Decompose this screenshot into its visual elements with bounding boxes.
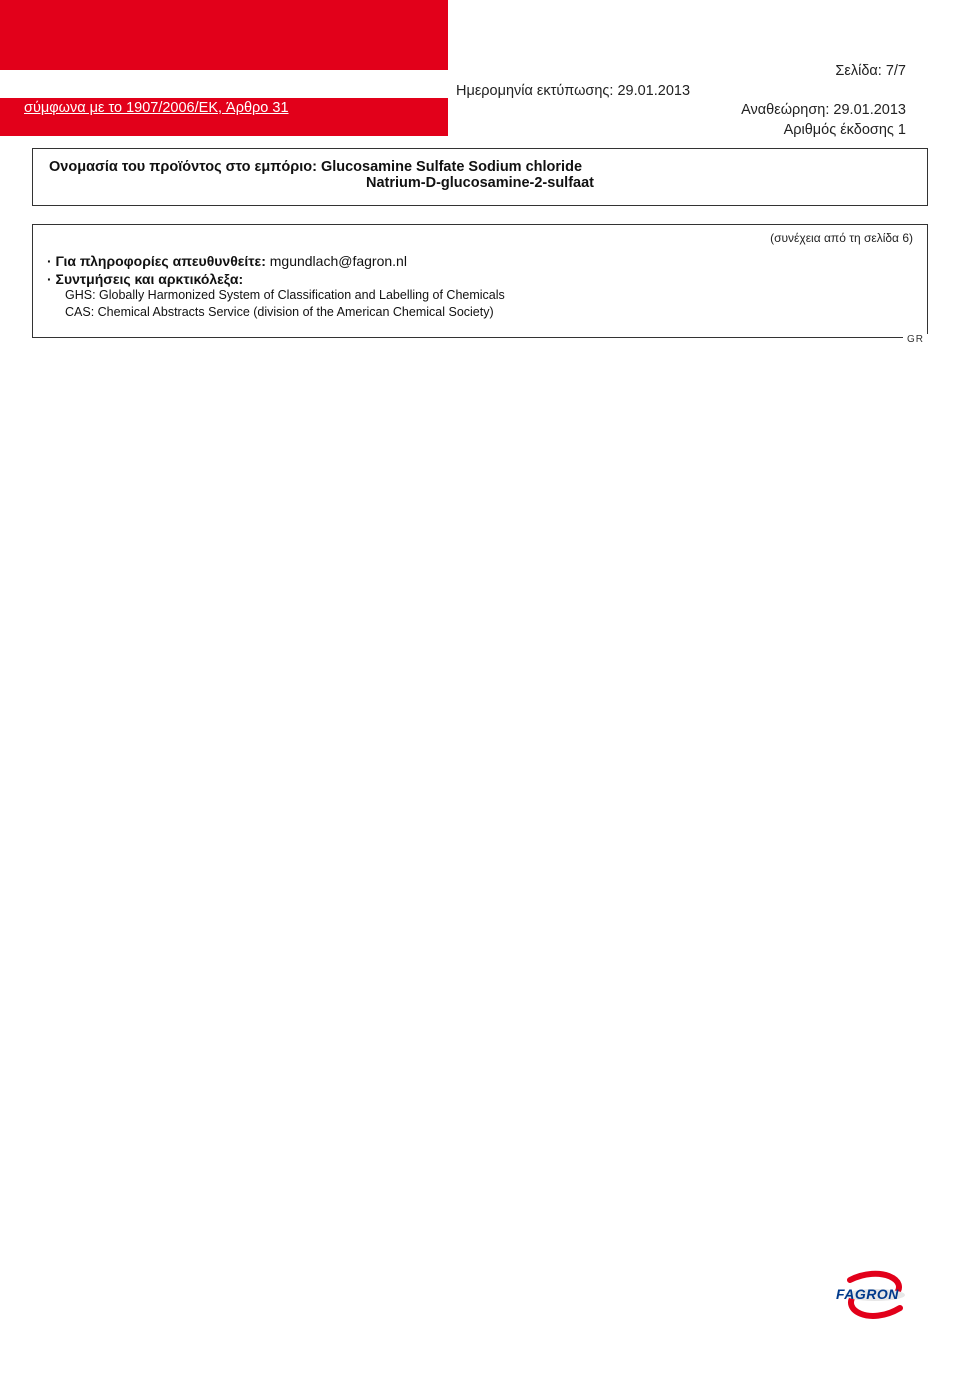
header-meta: Σελίδα: 7/7 Ημερομηνία εκτύπωσης: 29.01.… <box>456 62 936 140</box>
page-number: Σελίδα: 7/7 <box>456 62 936 82</box>
abbrev-label: · Συντμήσεις και αρκτικόλεξα: <box>47 271 913 287</box>
info-contact-label: · Για πληροφορίες απευθυνθείτε: <box>47 253 266 269</box>
product-name-box: Ονομασία του προϊόντος στο εμπόριο: Gluc… <box>32 148 928 206</box>
product-line-1: Ονομασία του προϊόντος στο εμπόριο: Gluc… <box>49 159 911 175</box>
product-name-1: Glucosamine Sulfate Sodium chloride <box>321 159 582 175</box>
abbrev-cas: CAS: Chemical Abstracts Service (divisio… <box>65 304 913 321</box>
product-label: Ονομασία του προϊόντος στο εμπόριο: <box>49 159 317 175</box>
info-contact-line: · Για πληροφορίες απευθυνθείτε: mgundlac… <box>47 253 913 269</box>
fagron-logo: FAGRON <box>830 1260 920 1330</box>
content-box: (συνέχεια από τη σελίδα 6) · Για πληροφο… <box>32 224 928 338</box>
version-number: Αριθμός έκδοσης 1 <box>456 121 936 141</box>
logo-text: FAGRON <box>836 1286 899 1302</box>
header-red-block-top <box>0 0 448 70</box>
page: Δελτίο δεδομένων ασφαλείας σύμφωνα με το… <box>0 0 960 1384</box>
lang-tag: GR <box>903 334 928 345</box>
print-date: Ημερομηνία εκτύπωσης: 29.01.2013 <box>456 82 936 102</box>
revision-date: Αναθεώρηση: 29.01.2013 <box>456 101 936 121</box>
abbrev-ghs: GHS: Globally Harmonized System of Class… <box>65 287 913 304</box>
product-name-2: Natrium-D-glucosamine-2-sulfaat <box>49 175 911 191</box>
info-contact-value: mgundlach@fagron.nl <box>270 253 407 269</box>
doc-title: Δελτίο δεδομένων ασφαλείας <box>24 72 333 98</box>
doc-subtitle: σύμφωνα με το 1907/2006/EK, Άρθρο 31 <box>24 100 289 116</box>
continued-note: (συνέχεια από τη σελίδα 6) <box>770 231 913 245</box>
